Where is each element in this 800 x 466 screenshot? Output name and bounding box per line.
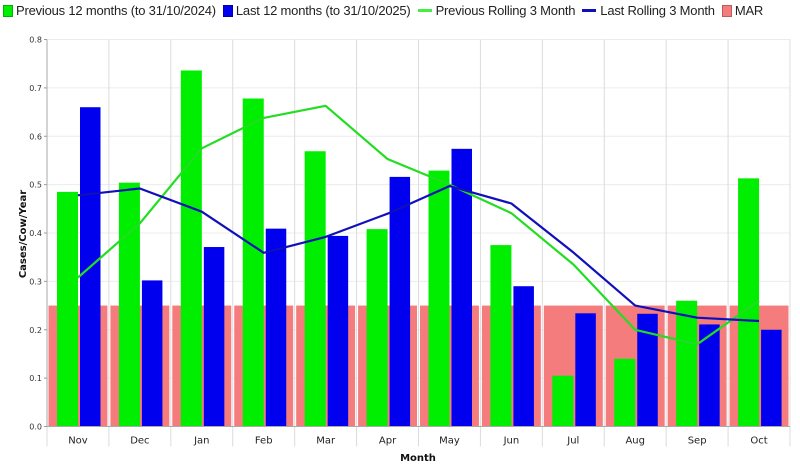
bar-previous-12-months [118,182,140,427]
bar-last-12-months [513,286,534,427]
legend-item-prev12[interactable]: Previous 12 months (to 31/10/2024) [3,3,216,18]
bar-last-12-months [327,235,349,427]
legend-swatch [222,4,233,17]
y-tick-label: 0.0 [29,423,42,432]
bar-last-12-months [141,280,163,427]
bar-previous-12-months [428,170,450,427]
bar-previous-12-months [57,191,78,427]
bar-last-12-months [389,176,411,427]
legend-swatch [3,4,13,17]
bar-previous-12-months [242,98,264,427]
line-previous-rolling-3-month [77,104,760,346]
bar-last-12-months [203,247,225,427]
y-tick-label: 0.7 [29,84,42,93]
legend-label: Last Rolling 3 Month [600,3,715,18]
legend-swatch [721,4,732,17]
y-tick-label: 0.1 [29,374,42,383]
legend: Previous 12 months (to 31/10/2024) Last … [3,3,799,18]
bar-last-12-months [575,313,596,427]
bar-previous-12-months [490,245,512,427]
bar-last-12-months [265,228,287,427]
x-tick-label: May [439,436,460,447]
bar-previous-12-months [738,178,760,427]
y-tick-label: 0.4 [29,229,42,238]
x-tick-label: Jan [193,436,209,447]
legend-item-prev-rolling[interactable]: Previous Rolling 3 Month [417,3,576,18]
x-tick-label: Sep [688,436,707,447]
y-tick-label: 0.8 [29,36,42,45]
bar-previous-12-months [180,70,202,427]
x-tick-label: Oct [750,436,767,447]
legend-label: Previous Rolling 3 Month [435,3,576,18]
bar-previous-12-months [304,151,326,427]
legend-item-last-rolling[interactable]: Last Rolling 3 Month [582,3,715,18]
legend-item-mar[interactable]: MAR [721,3,764,18]
y-tick-label: 0.6 [29,132,42,141]
bar-previous-12-months [552,375,574,427]
bar-last-12-months [699,324,720,427]
y-axis-label: Cases/Cow/Year [18,190,29,278]
line-last-rolling-3-month [77,185,760,323]
x-tick-label: Mar [316,436,336,447]
x-axis-label: Month [400,453,436,464]
x-tick-label: Aug [625,436,645,447]
bar-previous-12-months [614,358,636,427]
legend-label: Previous 12 months (to 31/10/2024) [16,3,216,18]
x-tick-label: Dec [130,436,149,447]
bar-last-12-months [637,313,658,427]
bar-last-12-months [451,148,472,427]
y-tick-label: 0.2 [29,326,42,335]
y-tick-label: 0.5 [29,181,42,190]
x-tick-label: Jul [566,436,579,447]
legend-label: MAR [734,3,764,18]
y-tick-label: 0.3 [29,277,42,286]
bar-previous-12-months [366,229,388,427]
legend-label: Last 12 months (to 31/10/2025) [235,3,411,18]
x-tick-label: Nov [68,436,88,447]
bar-last-12-months [761,329,782,427]
x-tick-label: Apr [379,436,397,447]
x-tick-label: Jun [503,436,520,447]
bar-previous-12-months [676,300,698,427]
legend-line [417,9,432,12]
legend-line [582,9,597,12]
x-tick-label: Feb [255,436,273,447]
legend-item-last12[interactable]: Last 12 months (to 31/10/2025) [222,3,411,18]
